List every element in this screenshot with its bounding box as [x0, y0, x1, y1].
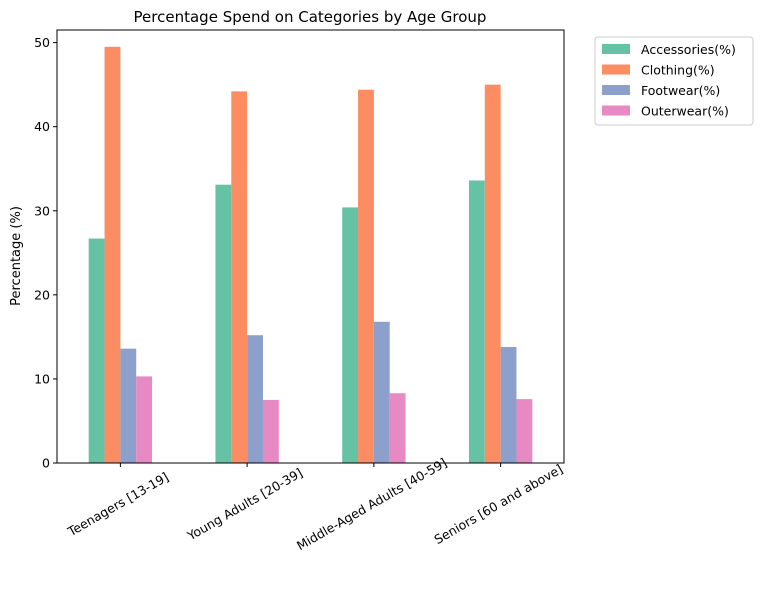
y-axis-label: Percentage (%): [9, 206, 24, 306]
legend-label: Accessories(%): [641, 42, 736, 57]
legend-label: Footwear(%): [641, 83, 720, 98]
legend: Accessories(%) Clothing(%) Footwear(%) Oute…: [594, 36, 754, 126]
bar-clothing-2: [358, 89, 374, 464]
bar-clothing-3: [484, 84, 501, 463]
y-tick-label: 50: [34, 35, 50, 50]
bar-outerwear-2: [389, 393, 406, 463]
x-tick-label: Young Adults [20-39]: [184, 465, 305, 544]
bar-accessories-0: [88, 238, 105, 463]
legend-label: Outerwear(%): [641, 104, 729, 119]
x-tick-label: Teenagers [13-19]: [64, 469, 171, 539]
plot-area-frame: [56, 29, 565, 464]
legend-swatch: [602, 64, 630, 75]
chart-title: Percentage Spend on Categories by Age Gr…: [134, 8, 487, 26]
bar-accessories-2: [342, 207, 359, 463]
bar-outerwear-0: [136, 376, 153, 463]
y-tick-label: 40: [34, 119, 50, 134]
bars-group: [88, 46, 533, 464]
bar-footwear-3: [500, 346, 517, 463]
bar-clothing-0: [104, 46, 121, 464]
bar-footwear-0: [120, 348, 137, 463]
x-tick-label: Middle-Aged Adults [40-59]: [294, 455, 449, 553]
legend-swatch: [602, 44, 630, 54]
x-axis-ticks: Teenagers [13-19] Young Adults [20-39]Mid…: [64, 455, 565, 553]
y-tick-label: 10: [34, 371, 50, 386]
bar-accessories-3: [468, 180, 485, 463]
y-tick-label: 0: [42, 456, 50, 471]
legend-frame: [594, 36, 754, 126]
legend-swatch: [602, 85, 630, 95]
bar-accessories-1: [215, 184, 232, 463]
bar-footwear-1: [247, 335, 263, 463]
legend-label: Clothing(%): [641, 63, 715, 78]
y-tick-label: 30: [34, 203, 50, 218]
bar-footwear-2: [373, 321, 390, 463]
legend-swatch: [602, 105, 630, 116]
bar-outerwear-3: [516, 399, 533, 463]
bar-clothing-1: [231, 91, 248, 463]
bar-outerwear-1: [262, 399, 279, 463]
y-tick-label: 20: [34, 287, 50, 302]
x-tick-label: Seniors [60 and above]: [432, 461, 566, 547]
y-axis-ticks: 0 10 20 30 40 50: [34, 35, 57, 471]
